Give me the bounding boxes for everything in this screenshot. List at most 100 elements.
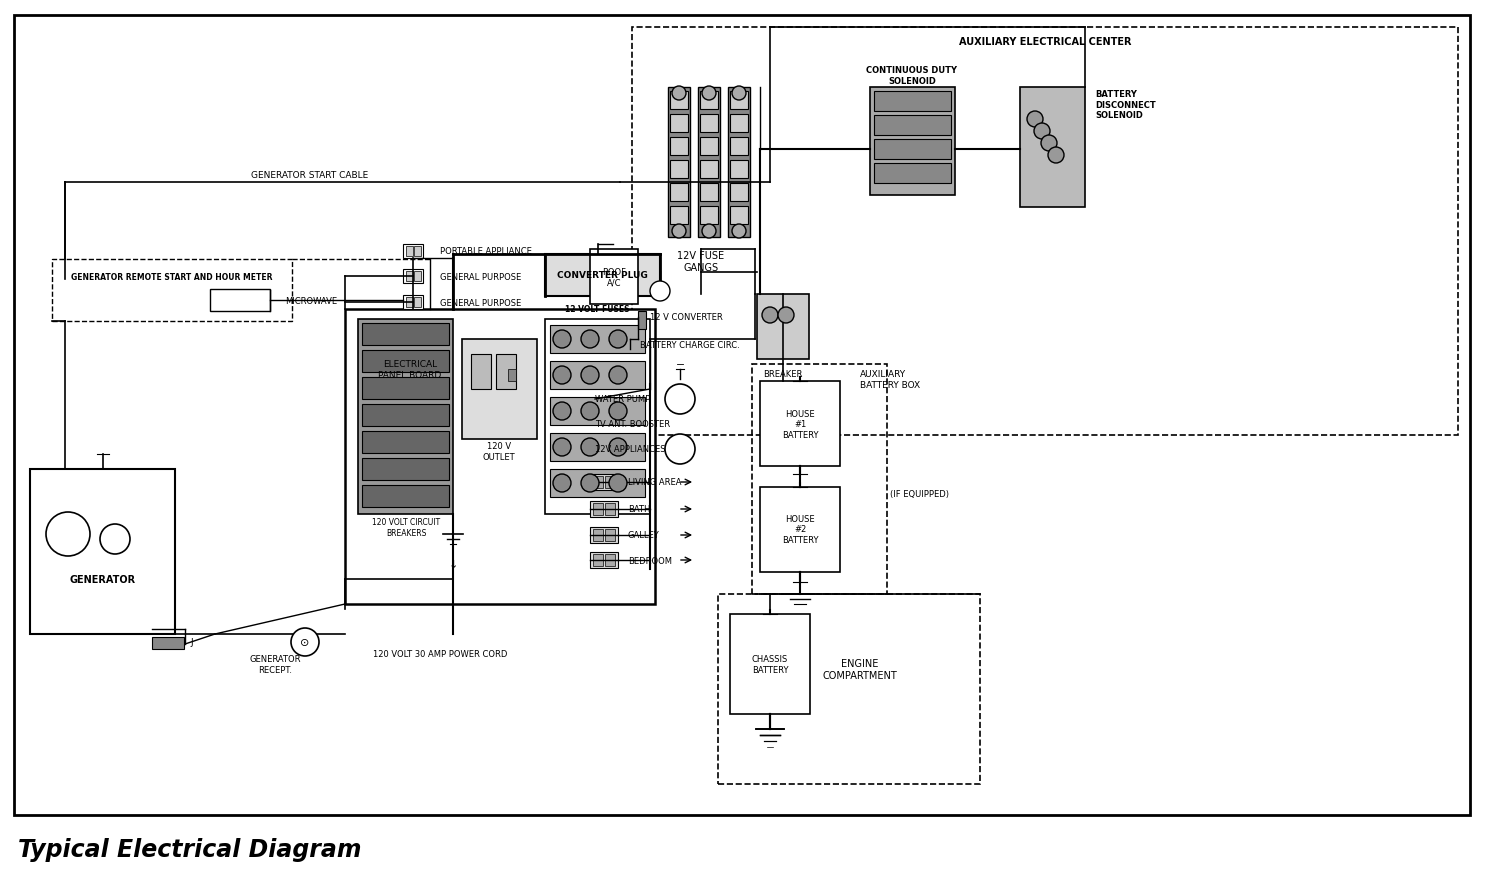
Bar <box>52 260 291 322</box>
Bar <box>593 476 604 488</box>
Circle shape <box>291 628 320 656</box>
Circle shape <box>778 308 794 323</box>
Bar <box>671 138 688 156</box>
Text: HOUSE
#1
BATTERY: HOUSE #1 BATTERY <box>782 409 818 440</box>
Bar <box>361 405 449 427</box>
Bar <box>590 501 619 517</box>
Bar <box>550 397 645 426</box>
Text: ROOF
A/C: ROOF A/C <box>602 268 626 288</box>
Text: 12V APPLIANCES: 12V APPLIANCES <box>595 445 666 454</box>
Text: J: J <box>190 638 193 647</box>
Bar <box>593 503 604 515</box>
Bar <box>593 529 604 541</box>
Text: (IF EQUIPPED): (IF EQUIPPED) <box>891 490 949 499</box>
Circle shape <box>761 308 778 323</box>
Bar <box>358 320 454 514</box>
Bar <box>1020 88 1086 208</box>
Text: WATER PUMP: WATER PUMP <box>595 395 650 404</box>
Bar <box>874 164 952 183</box>
Bar <box>671 183 688 202</box>
Circle shape <box>553 439 571 456</box>
Text: GALLEY: GALLEY <box>628 531 660 540</box>
Circle shape <box>732 225 746 239</box>
Bar <box>361 432 449 454</box>
Circle shape <box>553 402 571 421</box>
Bar <box>550 362 645 389</box>
Text: MICROWAVE: MICROWAVE <box>286 296 338 305</box>
Bar <box>730 161 748 179</box>
Bar <box>700 92 718 109</box>
Circle shape <box>1028 112 1042 128</box>
Bar <box>730 614 810 714</box>
Bar <box>361 459 449 481</box>
Bar <box>874 116 952 136</box>
Circle shape <box>672 225 686 239</box>
Bar <box>730 207 748 225</box>
Circle shape <box>553 474 571 493</box>
Text: ⊙: ⊙ <box>300 637 309 647</box>
Bar <box>700 138 718 156</box>
Text: GENERATOR
RECEPT.: GENERATOR RECEPT. <box>250 654 300 674</box>
Circle shape <box>665 385 694 415</box>
Text: HOUSE
#2
BATTERY: HOUSE #2 BATTERY <box>782 514 818 544</box>
Text: ELECTRICAL
PANEL BOARD: ELECTRICAL PANEL BOARD <box>378 360 442 379</box>
Text: CHASSIS
BATTERY: CHASSIS BATTERY <box>752 654 788 674</box>
Bar <box>760 381 840 467</box>
Bar <box>413 247 421 256</box>
Bar <box>671 161 688 179</box>
Circle shape <box>672 87 686 101</box>
Bar <box>590 553 619 568</box>
Text: GENERATOR: GENERATOR <box>70 574 137 584</box>
Bar <box>671 115 688 133</box>
Bar <box>605 554 616 567</box>
Bar <box>497 355 516 389</box>
Text: AUXILIARY
BATTERY BOX: AUXILIARY BATTERY BOX <box>859 370 920 389</box>
Circle shape <box>581 367 599 385</box>
Circle shape <box>581 474 599 493</box>
Bar <box>729 88 749 238</box>
Bar <box>345 309 654 604</box>
Bar <box>730 138 748 156</box>
Circle shape <box>610 402 628 421</box>
Bar <box>403 269 422 283</box>
Bar <box>30 469 175 634</box>
Bar <box>700 161 718 179</box>
Bar <box>550 434 645 461</box>
Text: BATTERY
DISCONNECT
SOLENOID: BATTERY DISCONNECT SOLENOID <box>1094 90 1155 120</box>
Text: TV ANT. BOOSTER: TV ANT. BOOSTER <box>595 420 671 429</box>
Bar <box>590 474 619 490</box>
Bar <box>593 554 604 567</box>
Bar <box>697 88 720 238</box>
Circle shape <box>732 87 746 101</box>
Bar <box>718 594 980 784</box>
Text: ENGINE
COMPARTMENT: ENGINE COMPARTMENT <box>822 659 897 680</box>
Text: CONVERTER PLUG: CONVERTER PLUG <box>556 271 647 280</box>
Bar <box>671 207 688 225</box>
Circle shape <box>1048 148 1065 164</box>
Bar <box>413 298 421 308</box>
Bar <box>700 183 718 202</box>
Bar <box>730 92 748 109</box>
Bar <box>550 469 645 497</box>
Circle shape <box>100 524 129 554</box>
Text: AUXILIARY ELECTRICAL CENTER: AUXILIARY ELECTRICAL CENTER <box>959 37 1132 47</box>
Circle shape <box>610 474 628 493</box>
Bar <box>700 207 718 225</box>
Bar <box>406 272 413 282</box>
Bar <box>210 289 271 312</box>
Bar <box>870 88 955 196</box>
Text: GENERATOR REMOTE START AND HOUR METER: GENERATOR REMOTE START AND HOUR METER <box>71 273 272 282</box>
Circle shape <box>46 513 91 556</box>
Bar <box>730 183 748 202</box>
Bar <box>700 115 718 133</box>
Bar <box>874 92 952 112</box>
Bar <box>757 295 809 360</box>
Text: Typical Electrical Diagram: Typical Electrical Diagram <box>18 837 361 861</box>
Circle shape <box>581 439 599 456</box>
Bar <box>361 486 449 507</box>
Bar <box>668 88 690 238</box>
Circle shape <box>665 434 694 464</box>
Circle shape <box>553 330 571 348</box>
Bar <box>462 340 537 440</box>
Bar <box>590 249 638 305</box>
